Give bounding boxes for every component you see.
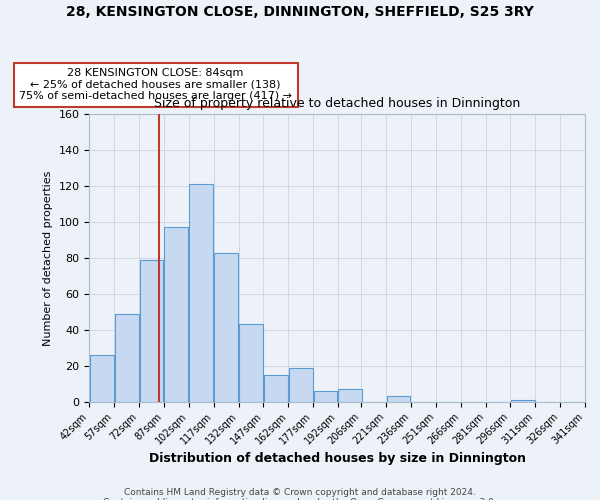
- Bar: [386, 396, 410, 402]
- Text: 28, KENSINGTON CLOSE, DINNINGTON, SHEFFIELD, S25 3RY: 28, KENSINGTON CLOSE, DINNINGTON, SHEFFI…: [66, 5, 534, 19]
- Bar: [140, 260, 163, 402]
- Bar: [289, 368, 313, 402]
- Bar: [264, 375, 288, 402]
- Bar: [214, 252, 238, 402]
- Bar: [189, 184, 213, 402]
- Text: Contains HM Land Registry data © Crown copyright and database right 2024.: Contains HM Land Registry data © Crown c…: [124, 488, 476, 497]
- X-axis label: Distribution of detached houses by size in Dinnington: Distribution of detached houses by size …: [149, 452, 526, 465]
- Bar: [90, 355, 113, 402]
- Bar: [511, 400, 535, 402]
- Bar: [314, 391, 337, 402]
- Text: Contains public sector information licensed under the Open Government Licence v3: Contains public sector information licen…: [103, 498, 497, 500]
- Bar: [164, 228, 188, 402]
- Y-axis label: Number of detached properties: Number of detached properties: [43, 170, 53, 346]
- Bar: [338, 389, 362, 402]
- Title: Size of property relative to detached houses in Dinnington: Size of property relative to detached ho…: [154, 97, 520, 110]
- Text: 28 KENSINGTON CLOSE: 84sqm
← 25% of detached houses are smaller (138)
75% of sem: 28 KENSINGTON CLOSE: 84sqm ← 25% of deta…: [19, 68, 292, 102]
- Bar: [115, 314, 139, 402]
- Bar: [239, 324, 263, 402]
